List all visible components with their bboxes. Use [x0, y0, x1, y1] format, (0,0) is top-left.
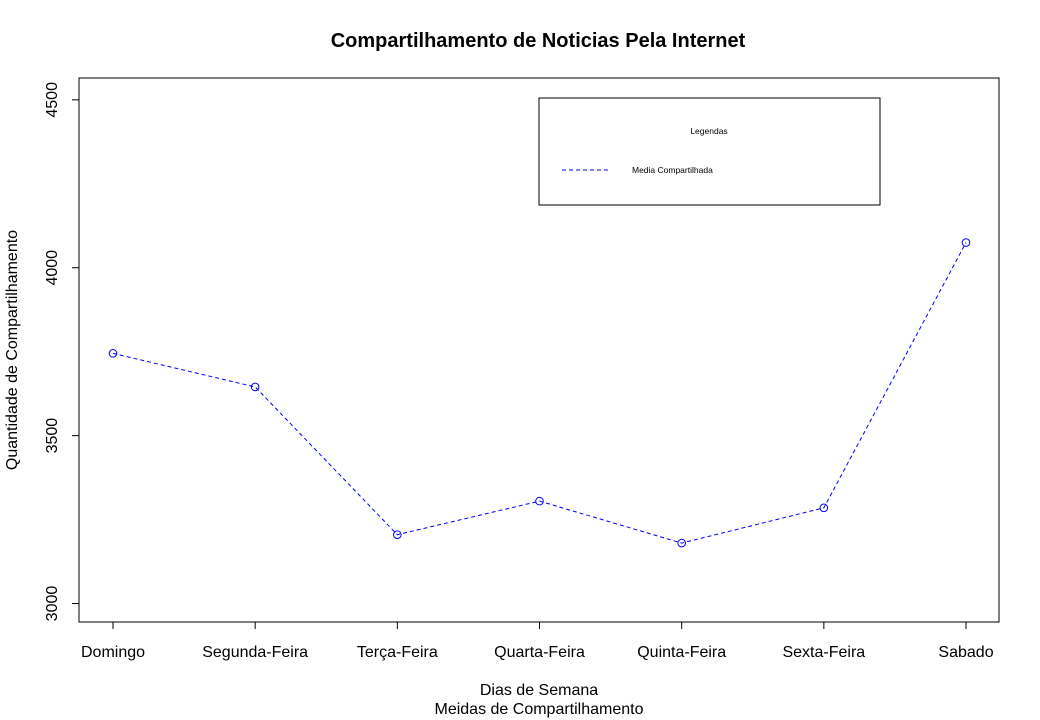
legend-box — [538, 97, 881, 206]
series-layer — [108, 238, 971, 548]
data-point — [677, 538, 686, 548]
legend-entry-label: Media Compartilhada — [632, 165, 713, 175]
y-axis: 3000 3500 4000 4500 — [44, 82, 80, 622]
data-point — [393, 530, 402, 539]
data-point — [108, 349, 118, 358]
legend-title: Legendas — [690, 126, 727, 136]
data-point — [535, 496, 544, 506]
y-axis-label: Quantidade de Compartilhamento — [4, 230, 21, 470]
data-point — [250, 382, 260, 392]
y-tick-label: 3000 — [44, 586, 61, 622]
x-tick-label: Quarta-Feira — [494, 644, 585, 661]
x-tick-label: Quinta-Feira — [637, 644, 726, 661]
x-axis: Domingo Segunda-Feira Terça-Feira Quarta-Fe… — [81, 621, 994, 661]
x-tick-label: Domingo — [81, 644, 145, 661]
data-point — [819, 503, 829, 513]
legend: Legendas Media Compartilhada — [538, 97, 881, 206]
y-tick-label: 4000 — [44, 250, 61, 286]
y-tick-label: 4500 — [44, 82, 61, 118]
x-tick-label: Sabado — [938, 644, 993, 661]
x-axis-sublabel: Meidas de Compartilhamento — [435, 701, 644, 718]
chart-title: Compartilhamento de Noticias Pela Intern… — [331, 30, 746, 52]
series-line — [112, 242, 967, 544]
y-tick-label: 3500 — [44, 418, 61, 454]
x-tick-label: Terça-Feira — [357, 644, 438, 661]
x-tick-label: Sexta-Feira — [782, 644, 865, 661]
data-point — [961, 238, 971, 247]
x-tick-label: Segunda-Feira — [202, 644, 308, 661]
x-axis-label: Dias de Semana — [480, 682, 598, 699]
